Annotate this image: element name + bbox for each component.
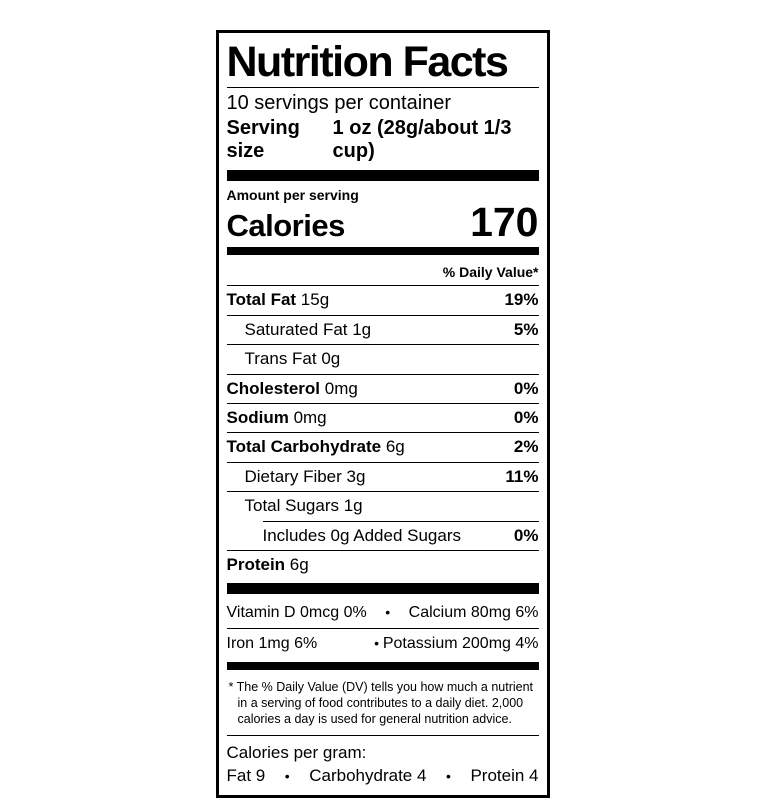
bullet-separator: • xyxy=(385,604,391,621)
separator-bar-medium-calories xyxy=(226,247,539,256)
nutrient-row: Total Fat 15g 19% xyxy=(227,286,539,314)
nutrient-daily-value: 0% xyxy=(513,378,539,398)
nutrient-daily-value: 0% xyxy=(513,525,539,545)
nutrient-row: Total Carbohydrate 6g 2% xyxy=(226,432,539,461)
nutrient-table: Total Fat 15g 19% Saturated Fat 1g 5% Trans … xyxy=(226,286,539,579)
nutrient-name: Total Fat 15g xyxy=(226,290,330,310)
calories-per-gram-item: Protein 4 xyxy=(470,766,539,786)
micronutrient-right: • Potassium 200mg 4% xyxy=(374,634,539,652)
nutrient-row: Sodium 0mg 0% xyxy=(226,403,539,432)
servings-per-container: 10 servings per container xyxy=(226,92,452,114)
calories-row: Calories 170 xyxy=(226,199,539,246)
separator-bar-thick-top xyxy=(226,170,539,181)
bullet-separator: • xyxy=(445,768,451,785)
micronutrient-table: Vitamin D 0mcg 0% • Calcium 80mg 6% Iron 1m… xyxy=(226,598,539,658)
bullet-separator: • xyxy=(374,634,383,651)
nutrient-name-bold: Protein xyxy=(226,555,286,574)
separator-bar-medium-micros xyxy=(226,661,539,670)
nutrient-name: Sodium 0mg xyxy=(226,408,327,428)
nutrient-daily-value: 2% xyxy=(513,437,539,457)
bullet-separator: • xyxy=(284,768,290,785)
serving-size-label: Serving size xyxy=(226,117,300,162)
nutrient-row: Dietary Fiber 3g 11% xyxy=(226,461,539,491)
nutrient-name: Dietary Fiber 3g xyxy=(244,466,366,486)
calories-per-gram-row: Fat 9 • Carbohydrate 4 • Protein 4 xyxy=(227,763,539,787)
nutrient-row: Protein 6g xyxy=(226,550,539,579)
nutrient-row: Saturated Fat 1g 5% xyxy=(226,314,539,344)
nutrient-name: Cholesterol 0mg xyxy=(226,378,358,398)
nutrient-row: Total Sugars 1g xyxy=(226,491,539,520)
title-divider xyxy=(226,87,539,88)
calories-per-gram-item: Carbohydrate 4 xyxy=(309,766,427,786)
separator-bar-thick-protein xyxy=(226,583,539,595)
nutrient-row: Cholesterol 0mg 0% xyxy=(226,373,539,403)
micronutrient-left: Vitamin D 0mcg 0% xyxy=(226,604,367,622)
serving-size-value: 1 oz (28g/about 1/3 cup) xyxy=(332,117,512,162)
micronutrient-left: Iron 1mg 6% xyxy=(226,634,318,652)
micronutrient-right: Calcium 80mg 6% xyxy=(408,604,539,622)
calories-label: Calories xyxy=(226,208,346,244)
nutrient-name: Includes 0g Added Sugars xyxy=(262,525,461,545)
nutrient-name: Trans Fat 0g xyxy=(244,349,341,369)
footnote-divider xyxy=(226,734,539,736)
label-title: Nutrition Facts xyxy=(226,38,509,86)
nutrient-name: Total Carbohydrate 6g xyxy=(226,437,405,457)
nutrient-name-bold: Cholesterol xyxy=(226,378,321,398)
nutrient-name: Saturated Fat 1g xyxy=(244,319,372,339)
nutrient-daily-value: 19% xyxy=(504,290,539,310)
serving-size-row: Serving size 1 oz (28g/about 1/3 cup) xyxy=(227,115,539,166)
daily-value-header: % Daily Value* xyxy=(226,259,539,287)
nutrient-name: Total Sugars 1g xyxy=(244,496,363,516)
amount-per-serving-label: Amount per serving xyxy=(226,187,359,203)
calories-per-gram-title: Calories per gram: xyxy=(226,742,367,762)
calories-value: 170 xyxy=(470,199,539,246)
nutrient-name-bold: Total Carbohydrate xyxy=(226,437,382,457)
page-background: Nutrition Facts 10 servings per containe… xyxy=(215,30,550,798)
micronutrient-row: Iron 1mg 6% • Potassium 200mg 4% xyxy=(226,627,539,658)
nutrition-facts-label: Nutrition Facts 10 servings per containe… xyxy=(215,30,550,798)
nutrient-row: Includes 0g Added Sugars 0% xyxy=(262,520,539,550)
micronutrient-row: Vitamin D 0mcg 0% • Calcium 80mg 6% xyxy=(227,598,539,627)
nutrient-name-bold: Sodium xyxy=(226,408,289,428)
nutrient-daily-value: 11% xyxy=(505,466,539,486)
calories-per-gram-item: Fat 9 xyxy=(226,766,266,786)
nutrient-name: Protein 6g xyxy=(226,555,309,574)
nutrient-row: Trans Fat 0g xyxy=(226,344,539,373)
nutrient-daily-value: 5% xyxy=(513,319,539,339)
nutrient-name-bold: Total Fat xyxy=(226,290,297,310)
daily-value-footnote: * The % Daily Value (DV) tells you how m… xyxy=(228,679,534,726)
nutrient-daily-value: 0% xyxy=(513,408,539,428)
